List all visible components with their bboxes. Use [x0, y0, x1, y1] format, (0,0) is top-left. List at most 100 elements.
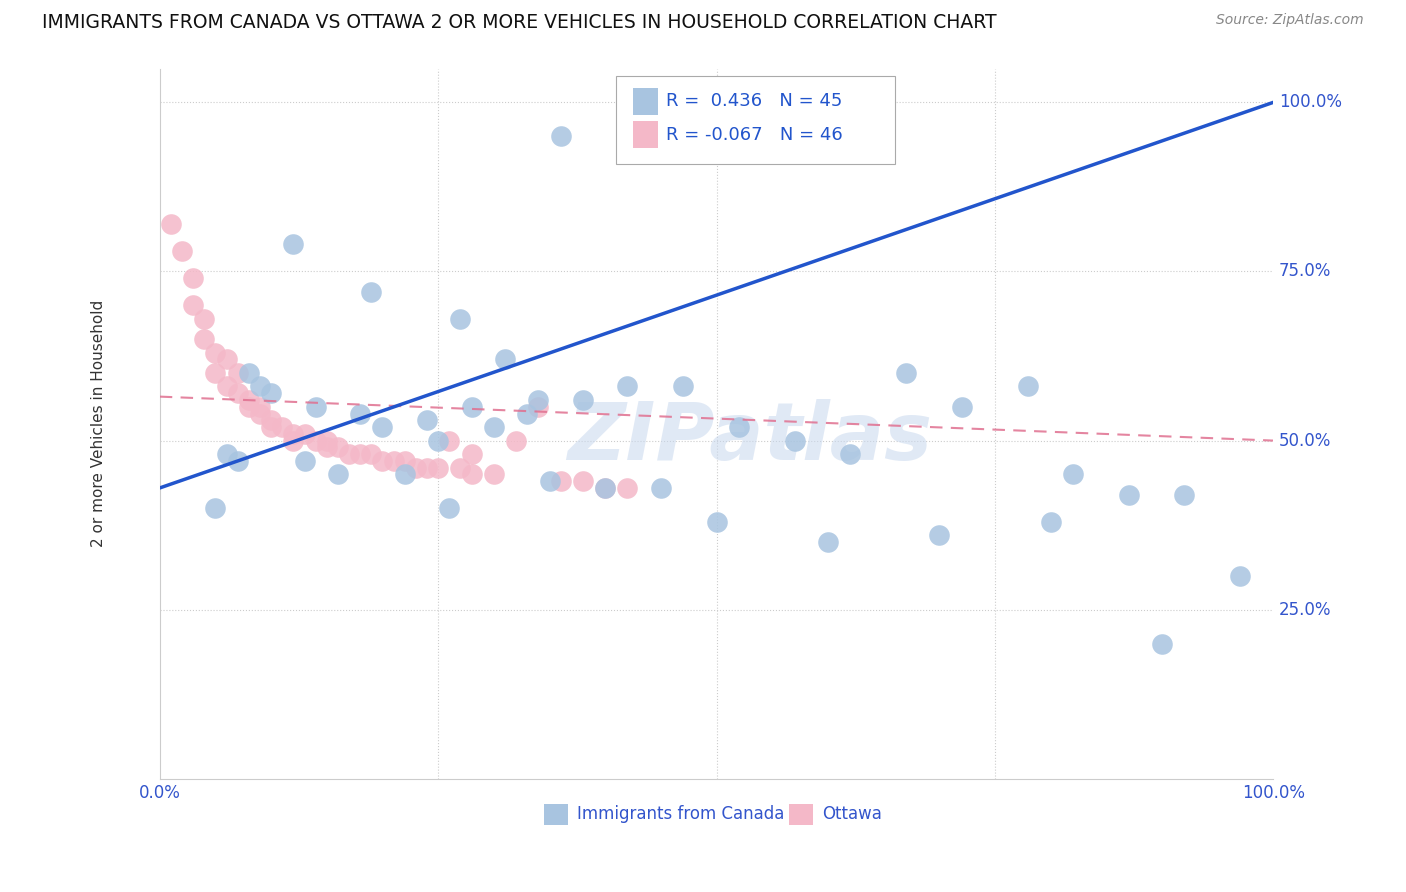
Point: [305, 434, 328, 448]
Point: [260, 420, 283, 434]
Point: [193, 311, 215, 326]
Point: [527, 392, 550, 407]
FancyBboxPatch shape: [616, 76, 894, 164]
Point: [427, 434, 450, 448]
Point: [315, 441, 337, 455]
Point: [572, 392, 595, 407]
Point: [839, 447, 862, 461]
Point: [215, 447, 238, 461]
Point: [394, 454, 416, 468]
FancyBboxPatch shape: [633, 87, 658, 115]
Text: R =  0.436   N = 45: R = 0.436 N = 45: [666, 92, 842, 111]
Point: [394, 467, 416, 482]
FancyBboxPatch shape: [544, 804, 568, 825]
Point: [204, 345, 226, 359]
Point: [593, 481, 616, 495]
Point: [1039, 515, 1062, 529]
Point: [360, 447, 382, 461]
Point: [439, 434, 461, 448]
Point: [460, 467, 482, 482]
Text: 50.0%: 50.0%: [1279, 432, 1331, 450]
Point: [226, 366, 249, 380]
Text: Immigrants from Canada: Immigrants from Canada: [578, 805, 785, 823]
Point: [160, 217, 183, 231]
Point: [538, 474, 561, 488]
Point: [416, 413, 439, 427]
Point: [226, 454, 249, 468]
Point: [226, 386, 249, 401]
Point: [1173, 488, 1195, 502]
Point: [727, 420, 749, 434]
Point: [550, 129, 572, 144]
Point: [215, 379, 238, 393]
Point: [572, 474, 595, 488]
Point: [650, 481, 672, 495]
Point: [1118, 488, 1140, 502]
Point: [181, 298, 204, 312]
Point: [193, 332, 215, 346]
Text: Ottawa: Ottawa: [823, 805, 882, 823]
Point: [616, 481, 638, 495]
Point: [894, 366, 917, 380]
Point: [950, 400, 973, 414]
Point: [593, 481, 616, 495]
Point: [817, 535, 839, 549]
Point: [238, 392, 260, 407]
Text: IMMIGRANTS FROM CANADA VS OTTAWA 2 OR MORE VEHICLES IN HOUSEHOLD CORRELATION CHA: IMMIGRANTS FROM CANADA VS OTTAWA 2 OR MO…: [42, 13, 997, 32]
Point: [706, 515, 728, 529]
Point: [1062, 467, 1084, 482]
Point: [283, 426, 305, 441]
Point: [527, 400, 550, 414]
Point: [337, 447, 360, 461]
Point: [294, 454, 316, 468]
Text: 25.0%: 25.0%: [1279, 600, 1331, 619]
Point: [181, 271, 204, 285]
Point: [249, 379, 271, 393]
Point: [360, 285, 382, 299]
Text: 100.0%: 100.0%: [1279, 94, 1341, 112]
Point: [170, 244, 193, 259]
Point: [249, 407, 271, 421]
Point: [1150, 636, 1173, 650]
Point: [494, 352, 516, 367]
Point: [238, 400, 260, 414]
Point: [215, 352, 238, 367]
Point: [382, 454, 405, 468]
Point: [260, 386, 283, 401]
FancyBboxPatch shape: [633, 121, 658, 148]
Point: [449, 460, 471, 475]
Point: [371, 420, 394, 434]
Text: Source: ZipAtlas.com: Source: ZipAtlas.com: [1216, 13, 1364, 28]
Point: [439, 501, 461, 516]
Point: [305, 400, 328, 414]
Point: [204, 366, 226, 380]
Point: [460, 400, 482, 414]
Point: [315, 434, 337, 448]
Point: [482, 467, 505, 482]
Point: [326, 467, 349, 482]
Point: [460, 447, 482, 461]
Point: [249, 400, 271, 414]
Point: [783, 434, 806, 448]
Point: [283, 237, 305, 252]
Point: [550, 474, 572, 488]
Point: [672, 379, 695, 393]
Point: [405, 460, 427, 475]
Point: [616, 379, 638, 393]
Point: [283, 434, 305, 448]
Point: [516, 407, 538, 421]
Text: 75.0%: 75.0%: [1279, 262, 1331, 280]
Point: [294, 426, 316, 441]
FancyBboxPatch shape: [789, 804, 814, 825]
Point: [371, 454, 394, 468]
Point: [271, 420, 294, 434]
Point: [260, 413, 283, 427]
Point: [427, 460, 450, 475]
Point: [238, 366, 260, 380]
Point: [1229, 569, 1251, 583]
Point: [416, 460, 439, 475]
Point: [482, 420, 505, 434]
Point: [505, 434, 527, 448]
Point: [349, 447, 371, 461]
Text: ZIPatlas: ZIPatlas: [568, 399, 932, 477]
